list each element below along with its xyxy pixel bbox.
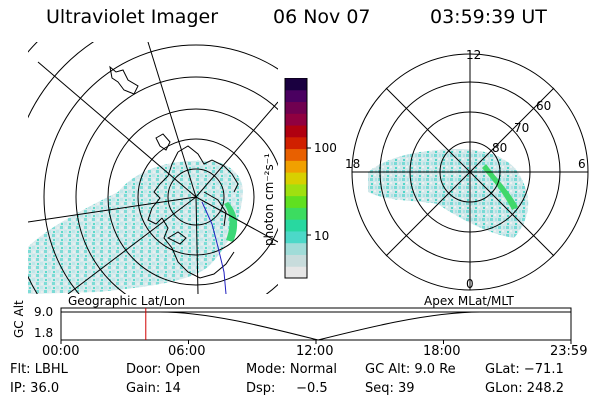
colorbar-segment [285,125,307,138]
colorbar-segment [285,219,307,232]
mlat-label-80: 80 [492,141,508,155]
orbit-ytick-low: 1.8 [34,326,54,340]
colorbar-segment [285,89,307,103]
param-glon: GLon: 248.2 [485,381,565,396]
param-gain: Gain: 14 [126,381,181,396]
colorbar-segment [285,195,307,208]
colorbar-segment [285,183,307,197]
mlt-label-0: 0 [466,277,474,291]
colorbar-segment [285,148,307,161]
colorbar-segment [285,254,307,267]
colorbar-segment [285,113,307,126]
right-panel-label: Apex MLat/MLT [424,294,514,308]
mlat-label-70: 70 [514,121,530,135]
orbit-ylabel: GC Alt [12,300,26,338]
orbit-xtick-4: 23:59 [550,344,588,359]
param-glat: GLat: −71.1 [485,362,564,377]
colorbar-segment [285,242,307,255]
geographic-panel [28,42,278,294]
param-filter: Flt: LBHL [10,362,68,377]
colorbar-segment [285,230,307,244]
colorbar-label: photon cm⁻²s⁻¹ [262,153,276,246]
colorbar-segment [285,172,307,185]
magnetic-panel [351,53,589,291]
mlt-label-6: 6 [578,157,586,171]
date-label: 06 Nov 07 [273,6,371,28]
left-panel-label: Geographic Lat/Lon [68,294,186,308]
colorbar-segment [285,160,307,173]
instrument-title: Ultraviolet Imager [46,6,219,28]
mlt-label-12: 12 [466,48,482,62]
colorbar [284,78,311,279]
colorbar-segment [285,78,307,91]
orbit-xtick-3: 18:00 [423,344,461,359]
param-ip: IP: 36.0 [10,381,60,396]
param-door: Door: Open [126,362,201,377]
colorbar-tick-10: 10 [314,229,330,243]
time-label: 03:59:39 UT [430,6,547,28]
orbit-xtick-1: 06:00 [168,344,206,359]
orbit-xtick-2: 12:00 [296,344,334,359]
orbit-ytick-high: 9.0 [34,305,54,319]
param-seq: Seq: 39 [365,381,415,396]
orbit-xtick-0: 00:00 [42,344,80,359]
mlat-label-60: 60 [536,99,552,113]
mlt-label-18: 18 [345,157,361,171]
colorbar-tick-100: 100 [314,141,337,155]
param-gc-alt: GC Alt: 9.0 Re [365,362,456,377]
colorbar-segment [285,266,307,279]
param-mode: Mode: Normal [246,362,337,377]
param-dsp: Dsp: −0.5 [246,381,328,396]
colorbar-segment [285,136,307,150]
colorbar-segment [285,101,307,114]
colorbar-segment [285,207,307,220]
orbit-plot [60,307,572,344]
